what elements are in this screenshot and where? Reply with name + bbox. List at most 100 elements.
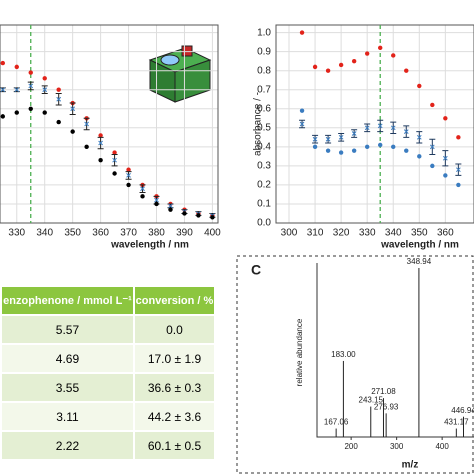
point xyxy=(0,60,5,66)
point xyxy=(416,134,422,140)
point xyxy=(84,144,89,150)
plot-frame xyxy=(275,24,474,224)
point xyxy=(154,197,159,203)
point xyxy=(390,125,396,131)
point xyxy=(168,203,173,209)
point xyxy=(378,142,383,148)
table-row: enzophenone / mmol L⁻¹ conversion / % xyxy=(2,287,214,314)
point xyxy=(351,148,357,153)
point xyxy=(364,144,370,150)
x-axis-title: m/z xyxy=(402,460,419,471)
y-tick-label: 0.5 xyxy=(257,122,271,133)
point xyxy=(126,167,131,172)
point xyxy=(442,155,448,161)
point xyxy=(325,136,331,142)
point xyxy=(154,201,159,207)
point xyxy=(351,58,357,64)
peak-label: 276.93 xyxy=(374,402,399,411)
point xyxy=(456,167,461,173)
point xyxy=(42,76,47,81)
point xyxy=(312,136,318,142)
point xyxy=(112,171,117,176)
x-tick-label: 340 xyxy=(385,228,402,239)
x-tick-label: 330 xyxy=(8,228,25,239)
point xyxy=(417,154,422,159)
panel-border xyxy=(236,255,474,474)
x-tick-label: 300 xyxy=(281,228,298,239)
point xyxy=(42,110,47,115)
point xyxy=(456,135,461,140)
point xyxy=(443,173,448,178)
y-tick-label: 0.7 xyxy=(257,84,271,95)
plot-frame xyxy=(0,24,219,224)
y-tick-label: 0.4 xyxy=(257,141,271,152)
x-tick-label: 350 xyxy=(411,228,428,239)
point xyxy=(14,87,20,93)
point xyxy=(98,157,103,163)
table-cell: 4.69 xyxy=(2,345,133,372)
point xyxy=(456,182,461,188)
point xyxy=(0,87,6,93)
point xyxy=(0,114,5,119)
point xyxy=(338,150,344,155)
point xyxy=(312,64,318,70)
x-tick-label: 380 xyxy=(148,228,165,239)
point xyxy=(56,96,62,102)
point xyxy=(404,68,409,73)
table-row: 4.69 17.0 ± 1.9 xyxy=(2,345,214,372)
point xyxy=(338,62,344,68)
table-cell: enzophenone / mmol L⁻¹ xyxy=(2,287,133,314)
point xyxy=(429,144,435,150)
point xyxy=(28,70,33,75)
point xyxy=(391,144,396,150)
point xyxy=(443,116,448,121)
x-tick-label: 330 xyxy=(359,228,376,239)
peak-label: 183.00 xyxy=(331,350,356,359)
point xyxy=(299,30,305,35)
x-tick-label: 310 xyxy=(307,228,324,239)
point xyxy=(196,213,201,218)
table-row: 3.11 44.2 ± 3.6 xyxy=(2,403,214,430)
point xyxy=(210,215,215,220)
x-tick-label: 370 xyxy=(120,228,137,239)
x-axis-title: wavelength / nm xyxy=(380,240,459,251)
y-tick-label: 1.0 xyxy=(257,27,271,38)
y-tick-label: 0.0 xyxy=(257,218,271,229)
point xyxy=(325,68,331,73)
x-tick-label: 400 xyxy=(435,442,449,451)
point xyxy=(70,106,76,112)
point xyxy=(42,87,48,93)
point xyxy=(126,173,131,178)
point xyxy=(430,163,435,169)
point xyxy=(403,129,409,134)
point xyxy=(14,64,19,70)
x-tick-label: 360 xyxy=(92,228,109,239)
peak-label: 431.17 xyxy=(444,418,469,427)
table-cell: 5.57 xyxy=(2,316,133,343)
y-tick-label: 0.2 xyxy=(257,180,271,191)
point xyxy=(404,148,409,153)
point xyxy=(28,83,34,89)
point xyxy=(112,157,117,163)
point xyxy=(364,51,370,56)
point xyxy=(112,150,117,155)
axes xyxy=(316,263,474,438)
table-cell: 2.22 xyxy=(2,432,133,459)
x-tick-label: 300 xyxy=(390,442,404,451)
point xyxy=(299,121,305,127)
point xyxy=(56,119,61,125)
point xyxy=(14,110,19,115)
point xyxy=(126,182,131,188)
point xyxy=(351,131,357,136)
point xyxy=(312,144,318,150)
y-tick-label: 0.1 xyxy=(257,199,271,210)
point xyxy=(98,133,103,138)
peak-label: 167.06 xyxy=(324,418,349,427)
y-tick-label: 0.8 xyxy=(257,65,271,76)
table-cell: 36.6 ± 0.3 xyxy=(134,374,214,401)
point xyxy=(140,194,145,199)
table-cell: 3.11 xyxy=(2,403,133,430)
panel-label: C xyxy=(251,262,261,278)
point xyxy=(325,148,331,153)
